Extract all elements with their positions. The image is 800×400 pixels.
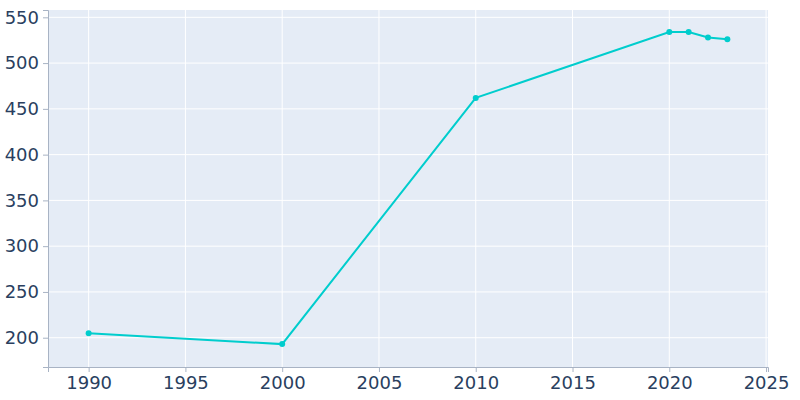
point xyxy=(279,341,285,347)
grid xyxy=(48,10,768,367)
y-tick-label: 250 xyxy=(5,281,39,302)
x-tick-label: 1995 xyxy=(163,372,209,393)
y-tick-mark xyxy=(43,109,48,110)
x-tick-label: 2010 xyxy=(453,372,499,393)
y-grid-line xyxy=(48,246,768,247)
y-tick: 200 xyxy=(5,327,48,348)
y-tick-label: 550 xyxy=(5,7,39,28)
y-tick-label: 450 xyxy=(5,98,39,119)
x-tick-label: 2000 xyxy=(260,372,306,393)
y-tick: 300 xyxy=(5,235,48,256)
y-tick-label: 200 xyxy=(5,327,39,348)
point xyxy=(724,36,730,42)
x-tick: 2025 xyxy=(744,367,790,393)
y-grid-line xyxy=(48,63,768,64)
line xyxy=(89,32,728,344)
x-axis: 1990 1995 2000 2005 2010 2015 2020 2025 xyxy=(49,367,790,393)
x-tick-label: 2005 xyxy=(357,372,403,393)
y-grid-line xyxy=(48,154,768,155)
series xyxy=(86,29,731,347)
y-tick-mark xyxy=(43,200,48,201)
y-grid-line xyxy=(48,17,768,18)
x-tick: 1995 xyxy=(163,367,209,393)
y-tick: 350 xyxy=(5,190,48,211)
y-axis-line xyxy=(43,11,49,368)
x-tick: 1990 xyxy=(66,367,112,393)
y-tick-mark xyxy=(43,246,48,247)
y-tick-mark xyxy=(43,292,48,293)
x-tick: 2010 xyxy=(453,367,499,393)
x-tick: 2015 xyxy=(550,367,596,393)
y-tick: 550 xyxy=(5,7,48,28)
y-tick-mark xyxy=(43,17,48,18)
y-tick: 500 xyxy=(5,52,48,73)
y-tick-label: 500 xyxy=(5,52,39,73)
x-tick-label: 2025 xyxy=(744,372,790,393)
y-grid-line xyxy=(48,291,768,292)
plot: 1990 1995 2000 2005 2010 2015 2020 2025 200 250 30… xyxy=(5,7,790,393)
y-tick-label: 300 xyxy=(5,235,39,256)
point xyxy=(473,95,479,101)
y-tick-mark xyxy=(43,155,48,156)
chart: 1990 1995 2000 2005 2010 2015 2020 2025 200 250 30… xyxy=(0,0,800,400)
y-tick: 450 xyxy=(5,98,48,119)
y-tick: 250 xyxy=(5,281,48,302)
y-axis: 200 250 300 350 400 450 500 550 xyxy=(5,7,49,368)
point xyxy=(705,34,711,40)
y-tick-label: 350 xyxy=(5,190,39,211)
point xyxy=(686,29,692,35)
point xyxy=(86,330,92,336)
y-tick: 400 xyxy=(5,144,48,165)
point xyxy=(666,29,672,35)
x-tick: 2005 xyxy=(357,367,403,393)
x-tick-label: 2020 xyxy=(647,372,693,393)
x-tick: 2000 xyxy=(260,367,306,393)
x-tick-label: 2015 xyxy=(550,372,596,393)
x-tick-label: 1990 xyxy=(66,372,112,393)
y-grid-line xyxy=(48,200,768,201)
y-tick-mark xyxy=(43,338,48,339)
y-grid-line xyxy=(48,108,768,109)
y-tick-mark xyxy=(43,63,48,64)
plot-background xyxy=(48,10,768,367)
x-tick: 2020 xyxy=(647,367,693,393)
y-tick-label: 400 xyxy=(5,144,39,165)
